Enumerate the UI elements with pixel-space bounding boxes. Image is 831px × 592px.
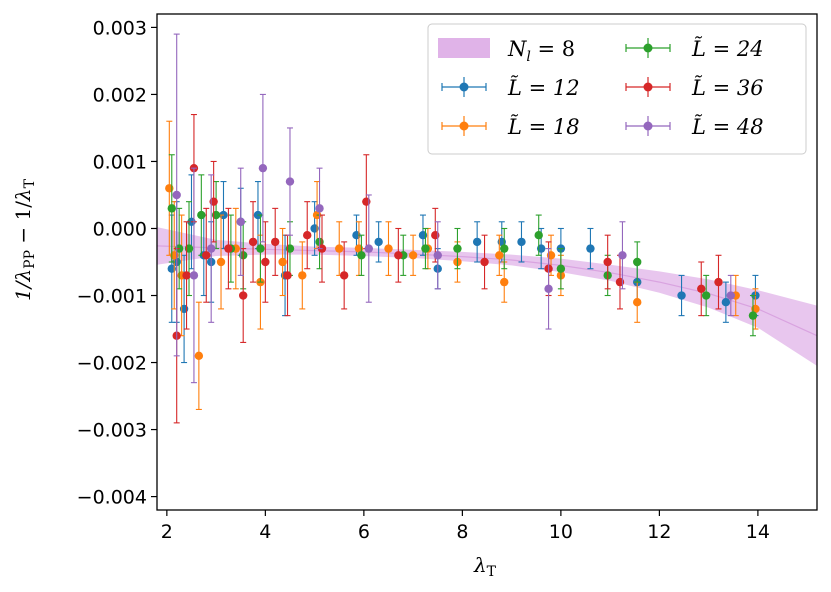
data-point [172, 33, 181, 357]
data-point [453, 227, 462, 270]
data-point [500, 227, 509, 270]
x-tick-label: 12 [647, 521, 671, 543]
data-point [603, 234, 612, 290]
legend-entry-series-3: L̃ = 24 [625, 37, 764, 61]
legend-entry-series-5: L̃ = 48 [625, 115, 764, 139]
data-point [167, 154, 176, 263]
series-1 [167, 174, 760, 364]
legend-label: L̃ = 12 [507, 76, 580, 100]
legend-entry-series-1: L̃ = 12 [441, 76, 580, 100]
data-point [421, 227, 430, 270]
data-point [697, 261, 706, 317]
x-tick-label: 6 [358, 521, 370, 543]
data-point [374, 221, 383, 263]
data-point [189, 167, 199, 384]
x-tick-label: 4 [259, 521, 271, 543]
data-point [278, 227, 287, 297]
data-point [701, 274, 711, 317]
data-point [721, 281, 731, 323]
x-tick-label: 8 [456, 521, 468, 543]
data-point [677, 274, 686, 317]
data-point [433, 221, 442, 290]
y-tick-label: −0.003 [77, 420, 147, 442]
legend-series: L̃ = 12 L̃ = 18 L̃ = 24 L̃ = 36 L̃ = 48 [441, 37, 764, 139]
series-5 [172, 33, 736, 384]
legend-label: L̃ = 36 [691, 76, 764, 100]
data-point [303, 201, 312, 270]
data-point [480, 234, 489, 290]
data-point [206, 174, 216, 323]
data-point [285, 127, 295, 236]
data-point [544, 248, 553, 330]
data-point [556, 248, 566, 290]
svg-text:1/λPP − 1/λT: 1/λPP − 1/λT [11, 178, 38, 301]
data-point [261, 221, 270, 303]
data-point [197, 174, 206, 256]
plot-frame [156, 13, 818, 511]
data-point [633, 241, 642, 283]
x-tick-label: 14 [746, 521, 770, 543]
series-4 [172, 113, 723, 424]
legend-label: L̃ = 24 [691, 37, 764, 61]
data-point [748, 294, 758, 337]
legend-entry-series-4: L̃ = 36 [625, 76, 764, 100]
data-point [248, 201, 258, 283]
data-point [714, 254, 723, 310]
y-tick-label: 0.000 [93, 218, 147, 240]
data-point [495, 234, 504, 276]
y-tick-label: 0.002 [93, 84, 147, 106]
data-point [618, 221, 627, 290]
data-point [472, 221, 482, 263]
legend-entry-band: Nl = 8 [438, 37, 575, 65]
data-point [384, 221, 393, 276]
data-point [408, 234, 418, 276]
data-point [315, 167, 324, 250]
data-point [194, 301, 204, 411]
series-2 [165, 120, 760, 411]
data-point [357, 234, 366, 276]
data-point [236, 167, 245, 276]
data-point [202, 207, 211, 303]
y-tick-label: 0.001 [93, 151, 147, 173]
data-point [238, 248, 248, 343]
legend-band-swatch [438, 38, 490, 58]
legend: Nl = 8 L̃ = 12L̃ = 18L̃ = 24L̃ = 36L̃ = … [427, 23, 807, 155]
y-tick-label: −0.004 [77, 487, 147, 509]
svg-text:Nl = 8: Nl = 8 [507, 37, 575, 65]
y-tick-label: −0.001 [77, 286, 147, 308]
svg-text:λT: λT [473, 553, 497, 580]
data-point [633, 281, 642, 323]
y-axis: 0.003 0.002 0.001 0.000 −0.001 −0.002 −0.003 −0… [77, 17, 157, 509]
data-point [394, 227, 403, 283]
data-point [182, 221, 191, 330]
data-point [339, 241, 349, 310]
legend-label: L̃ = 48 [691, 115, 764, 139]
data-point [586, 227, 595, 270]
y-tick-label: −0.002 [77, 353, 147, 375]
data-point [517, 221, 526, 263]
data-point [534, 214, 543, 256]
y-tick-label: 0.003 [93, 17, 147, 39]
data-point [726, 274, 736, 317]
x-tick-label: 2 [161, 521, 173, 543]
legend-label: L̃ = 18 [507, 115, 580, 139]
data-point [335, 221, 344, 276]
data-point [224, 207, 233, 290]
x-axis: 2 4 6 8 10 12 14 [161, 510, 770, 543]
x-tick-label: 10 [549, 521, 573, 543]
legend-entry-series-2: L̃ = 18 [441, 115, 580, 139]
data-point [364, 194, 373, 303]
data-point [258, 93, 268, 243]
data-point [298, 241, 307, 310]
y-axis-label: 1/λPP − 1/λT [11, 178, 38, 301]
x-axis-label: λT [473, 553, 497, 580]
plot-area [157, 33, 817, 424]
legend-box [427, 23, 807, 155]
data-point [271, 207, 280, 276]
